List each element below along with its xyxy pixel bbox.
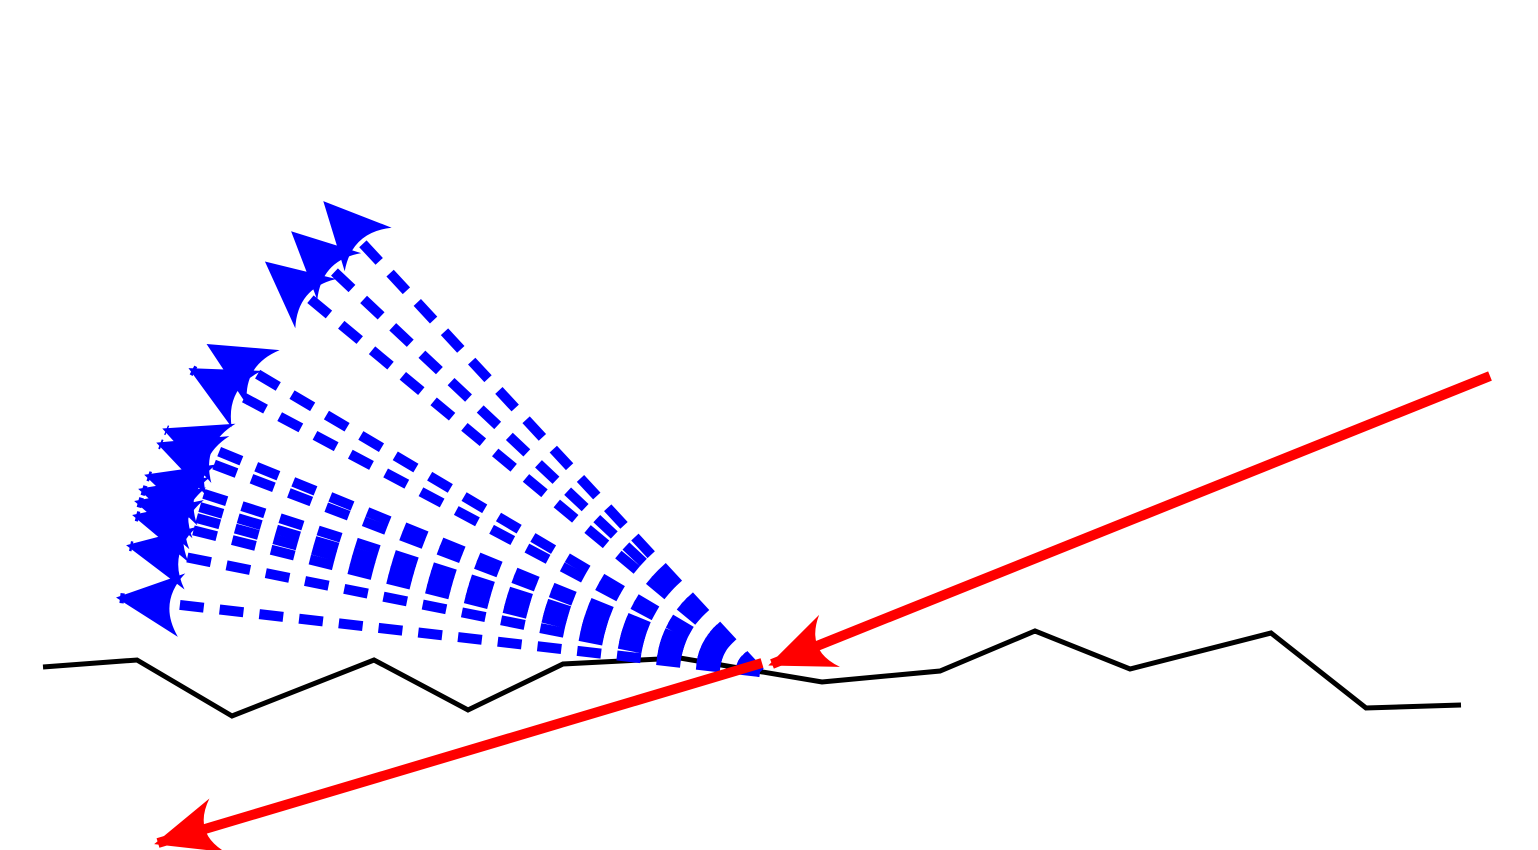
ray (322, 200, 764, 676)
ray (206, 341, 763, 677)
ray-fan (116, 200, 764, 677)
ray (126, 526, 761, 677)
reflected-ray (154, 658, 764, 850)
ray (132, 499, 762, 677)
ray (162, 423, 762, 677)
ray (264, 260, 764, 676)
ray (290, 230, 764, 676)
ray (134, 487, 762, 677)
ray (156, 436, 762, 677)
ray (116, 573, 761, 677)
ray (188, 365, 763, 677)
ray (144, 464, 762, 677)
ray (138, 476, 762, 677)
incoming-ray (768, 371, 1492, 669)
